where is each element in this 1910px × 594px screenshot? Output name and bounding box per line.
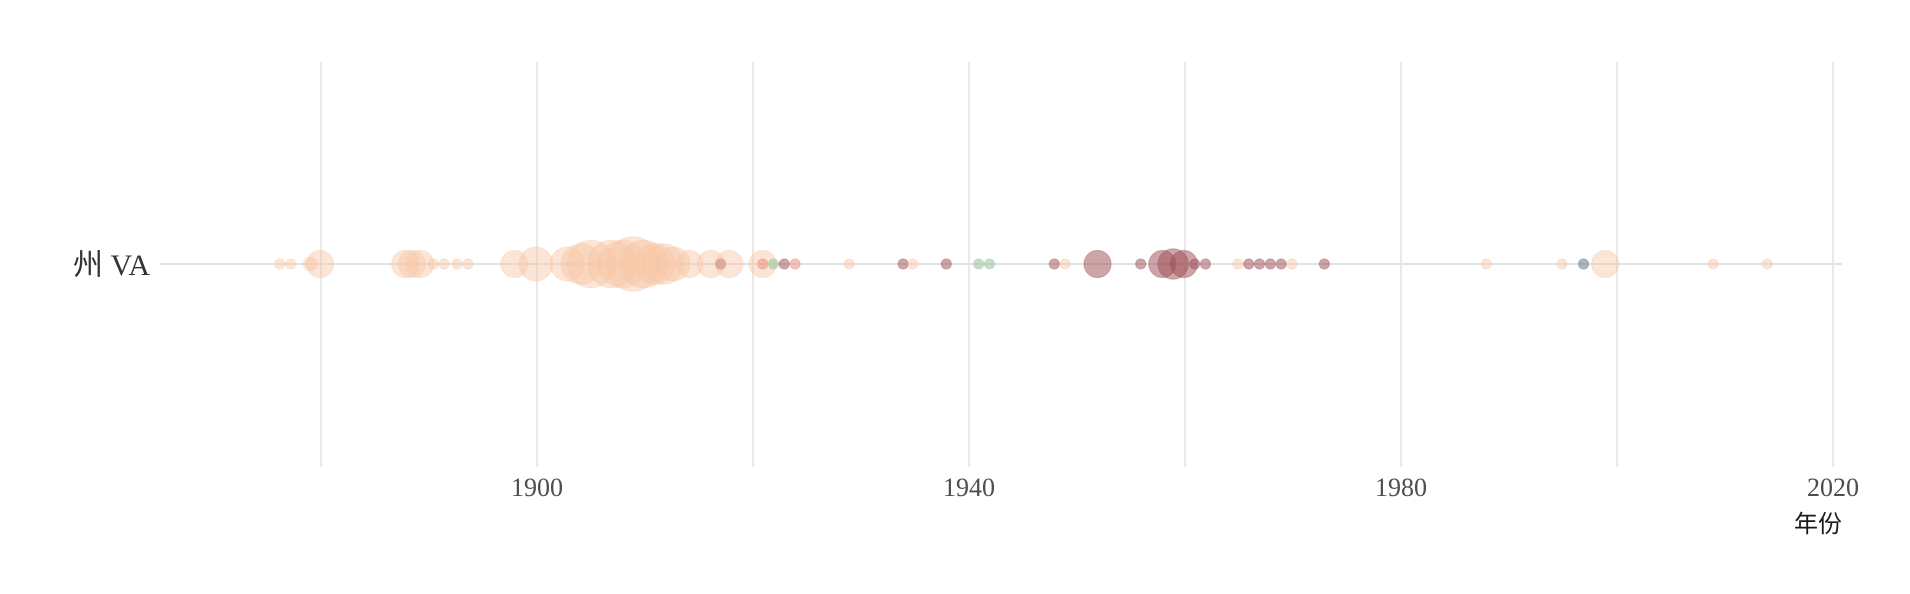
data-point xyxy=(605,236,661,292)
points-layer xyxy=(274,236,1773,292)
data-point xyxy=(789,258,801,270)
data-point xyxy=(451,258,463,270)
data-point xyxy=(1135,258,1147,270)
data-point xyxy=(897,258,909,270)
data-point xyxy=(305,249,335,279)
data-point xyxy=(675,249,704,279)
data-point xyxy=(1243,258,1255,270)
data-point xyxy=(1286,258,1298,270)
data-point xyxy=(397,249,426,279)
x-tick-label: 1900 xyxy=(511,473,563,502)
data-point xyxy=(1761,258,1773,270)
data-point xyxy=(633,243,676,285)
x-tick-label: 1980 xyxy=(1375,473,1427,502)
data-point xyxy=(427,258,439,270)
data-point xyxy=(1048,258,1060,270)
data-point xyxy=(1189,258,1201,270)
data-point xyxy=(1591,249,1620,279)
data-point xyxy=(518,246,554,282)
data-point xyxy=(843,258,855,270)
category-label: 州 VA xyxy=(73,249,150,282)
data-point xyxy=(715,249,744,279)
data-point xyxy=(1264,258,1276,270)
data-point xyxy=(1480,258,1492,270)
data-point xyxy=(1318,258,1330,270)
data-point xyxy=(715,258,727,270)
data-point xyxy=(274,258,286,270)
x-tick-labels: 1900 1940 1980 2020 xyxy=(511,473,1859,502)
data-point xyxy=(587,239,636,289)
data-point xyxy=(285,258,297,270)
data-point xyxy=(757,258,769,270)
data-point xyxy=(1083,249,1112,279)
data-point xyxy=(566,239,616,289)
data-point xyxy=(549,246,585,282)
data-point xyxy=(1577,258,1590,270)
data-point xyxy=(1275,258,1287,270)
data-point xyxy=(655,246,691,282)
data-point xyxy=(1059,258,1071,270)
x-tick-label: 1940 xyxy=(943,473,995,502)
data-point xyxy=(940,258,952,270)
data-point xyxy=(391,249,420,279)
data-point xyxy=(1556,258,1568,270)
data-point xyxy=(973,258,985,270)
data-point xyxy=(302,256,318,272)
data-point xyxy=(642,243,685,285)
data-point xyxy=(983,258,996,270)
data-point xyxy=(1253,258,1266,270)
data-point xyxy=(619,239,669,289)
data-point xyxy=(438,258,450,270)
data-point xyxy=(1707,258,1719,270)
data-point xyxy=(598,239,647,289)
data-point xyxy=(907,258,919,270)
data-point xyxy=(1199,258,1212,270)
x-tick-label: 2020 xyxy=(1807,473,1859,502)
x-axis-title: 年份 xyxy=(1794,511,1842,538)
data-point xyxy=(500,249,529,279)
data-point xyxy=(462,258,474,270)
data-point xyxy=(767,258,780,270)
data-point xyxy=(560,243,603,285)
data-point xyxy=(1232,258,1244,270)
data-point xyxy=(778,258,790,270)
data-point xyxy=(406,249,435,279)
